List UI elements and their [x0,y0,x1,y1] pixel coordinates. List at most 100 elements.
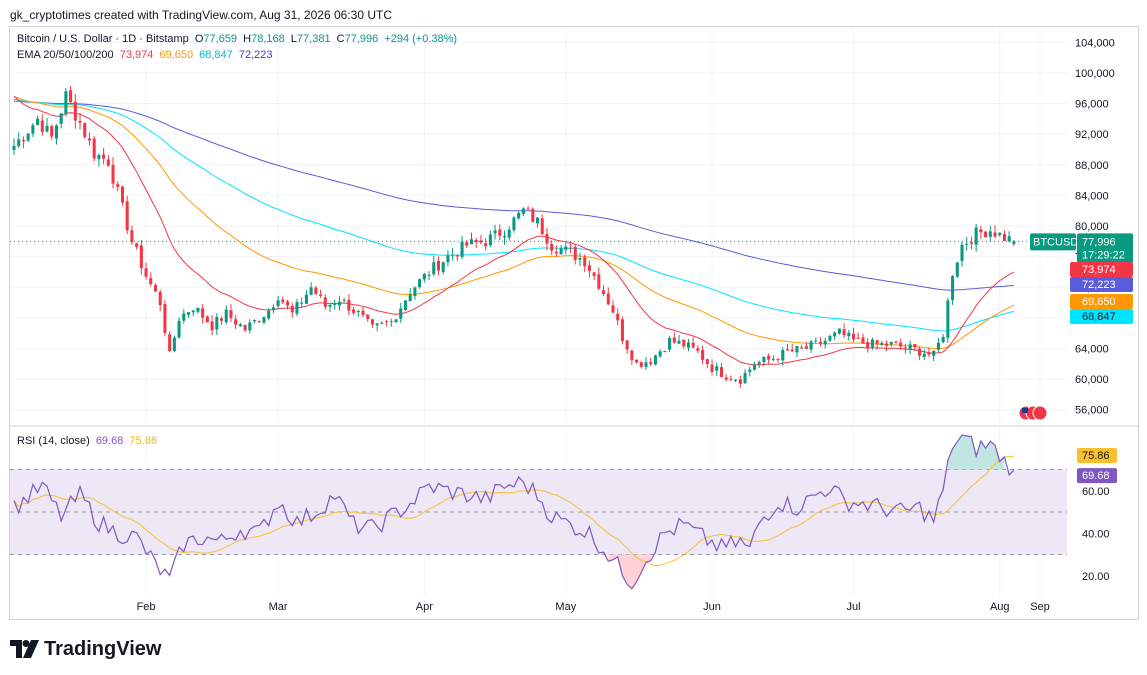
candle [153,283,158,292]
candle [974,223,978,252]
candle-body [757,362,761,365]
candle [276,295,280,309]
candle [403,300,407,312]
candle-body [191,310,195,313]
tradingview-logo[interactable]: TradingView [10,636,161,662]
candle [474,237,478,249]
candle-body [818,341,823,344]
rsi-line [13,434,1015,590]
candle-body [880,342,884,345]
price-tick-label: 80,000 [1075,221,1109,233]
candle [969,236,973,250]
candle [465,240,469,248]
candle [583,254,587,273]
price-tick-label: 104,000 [1075,37,1115,49]
candle-body [224,309,228,323]
candle-body [469,239,474,245]
candle [295,298,299,317]
candle [781,347,785,366]
candle [163,300,167,337]
candle-body [521,208,525,215]
ema-label: EMA 20/50/100/200 [17,49,114,61]
chart-canvas[interactable]: 104,000 100,000 96,000 92,000 88,000 84,000 80… [10,27,1138,619]
candle-body [823,340,827,345]
candle [12,138,16,155]
time-tick-label: Sep [1030,601,1050,613]
candle [399,302,403,323]
candle-body [592,272,596,276]
rsi-oversold-fill [608,554,651,589]
candle [352,306,356,316]
candle-body [785,349,790,351]
candle [309,282,313,296]
candle [191,310,195,317]
candle [729,375,733,382]
candle [389,318,393,327]
price-tick-label: 60,000 [1075,374,1109,386]
candle-body [606,293,610,305]
candle [73,93,77,129]
candle [677,334,681,345]
candle [870,337,874,351]
candle-body [781,349,785,361]
candle [569,242,573,254]
candle-body [366,314,370,319]
candle-body [106,159,110,166]
candle [469,232,474,245]
candle-body [969,242,973,244]
candle-body [729,378,733,380]
candle-body [413,287,417,297]
ema200-value: 72,223 [238,49,273,61]
candle-body [979,229,983,233]
candle-body [253,319,257,322]
ema-tag [1070,309,1133,324]
candle-body [460,241,464,257]
candle-body [965,243,969,245]
candle-body [50,126,54,137]
candle [800,344,804,350]
tradingview-logo-icon [10,640,39,658]
candle-body [455,255,459,257]
candle [36,115,40,126]
candle [965,237,969,251]
high-value: 78,168 [251,33,285,45]
candle-body [139,245,143,269]
candle [337,295,341,311]
candle [64,88,68,117]
candle [455,254,459,261]
candle-body [427,274,431,276]
candle [616,308,620,326]
candle-body [790,349,794,352]
candle-body [550,243,554,251]
candle [219,316,224,325]
chart-frame[interactable]: 104,000 100,000 96,000 92,000 88,000 84,000 80… [9,26,1139,620]
candle [87,132,91,146]
time-tick-label: Jun [703,601,721,613]
candle-body [559,248,563,255]
candle [951,275,955,305]
candle [182,309,186,324]
rsi-value: 69.68 [95,435,124,447]
candle [215,313,219,336]
candle [361,306,365,318]
candle-body [602,290,606,295]
candle [253,319,257,324]
candle [78,112,82,130]
candle [630,349,634,365]
candle-body [130,230,134,243]
candle [611,300,615,314]
candle-body [205,316,209,323]
candle-body [451,254,455,256]
candle-body [710,364,714,372]
candle [899,338,903,350]
candle [238,322,242,327]
candle-body [229,310,233,319]
candle-body [87,138,91,141]
candle [635,359,639,364]
candle [776,358,780,363]
candle-body [635,359,639,363]
candle-body [620,319,624,341]
candle-body [691,342,695,348]
candle [715,362,719,376]
candle [913,343,917,351]
